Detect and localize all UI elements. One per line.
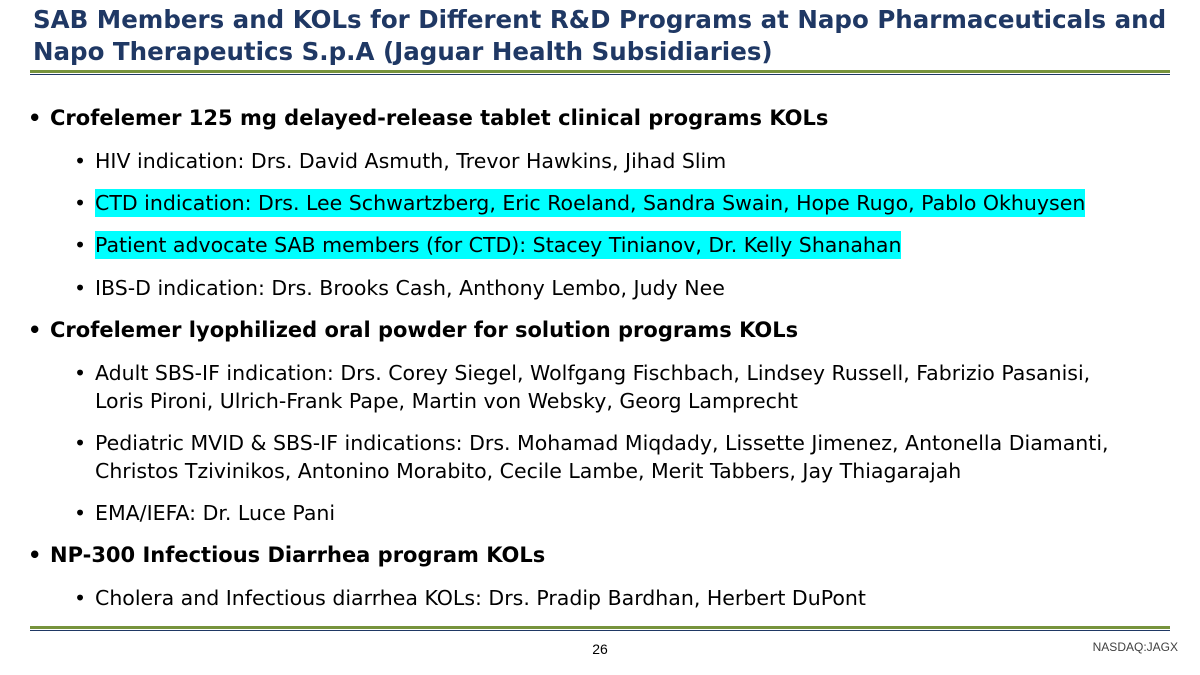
highlighted-text: CTD indication: Drs. Lee Schwartzberg, E… [95, 189, 1086, 217]
bullet-icon: • [74, 431, 87, 455]
section-heading-powder: • Crofelemer lyophilized oral powder for… [28, 318, 799, 342]
bullet-icon: • [74, 149, 87, 173]
bullet-icon: • [74, 276, 87, 300]
bullet-icon: • [74, 361, 87, 385]
list-item-adult-sbs: • Adult SBS-IF indication: Drs. Corey Si… [74, 361, 1091, 385]
list-item-pediatric: • Pediatric MVID & SBS-IF indications: D… [74, 431, 1109, 455]
bullet-icon: • [74, 586, 87, 610]
list-item-patient-advocate: • Patient advocate SAB members (for CTD)… [74, 231, 1174, 259]
list-item-adult-sbs-cont: Loris Pironi, Ulrich-Frank Pape, Martin … [95, 389, 798, 413]
bullet-icon: • [74, 191, 87, 215]
page-number: 26 [592, 641, 608, 657]
highlighted-text: Patient advocate SAB members (for CTD): … [95, 231, 902, 259]
footer-divider [30, 626, 1170, 631]
list-item-ibsd: • IBS-D indication: Drs. Brooks Cash, An… [74, 276, 725, 300]
list-item-ema: • EMA/IEFA: Dr. Luce Pani [74, 501, 336, 525]
bullet-icon: • [74, 233, 87, 257]
bullet-icon: • [74, 501, 87, 525]
section-heading-tablet: • Crofelemer 125 mg delayed-release tabl… [28, 106, 829, 130]
list-item-cholera: • Cholera and Infectious diarrhea KOLs: … [74, 586, 866, 610]
stock-ticker: NASDAQ:JAGX [1092, 640, 1178, 654]
list-item-hiv: • HIV indication: Drs. David Asmuth, Tre… [74, 149, 727, 173]
section-heading-np300: • NP-300 Infectious Diarrhea program KOL… [28, 543, 546, 567]
title-divider [30, 70, 1170, 75]
list-item-pediatric-cont: Christos Tzivinikos, Antonino Morabito, … [95, 459, 962, 483]
bullet-icon: • [28, 318, 42, 342]
bullet-icon: • [28, 543, 42, 567]
slide-title: SAB Members and KOLs for Different R&D P… [33, 5, 1167, 66]
list-item-ctd: • CTD indication: Drs. Lee Schwartzberg,… [74, 189, 1174, 217]
bullet-icon: • [28, 106, 42, 130]
